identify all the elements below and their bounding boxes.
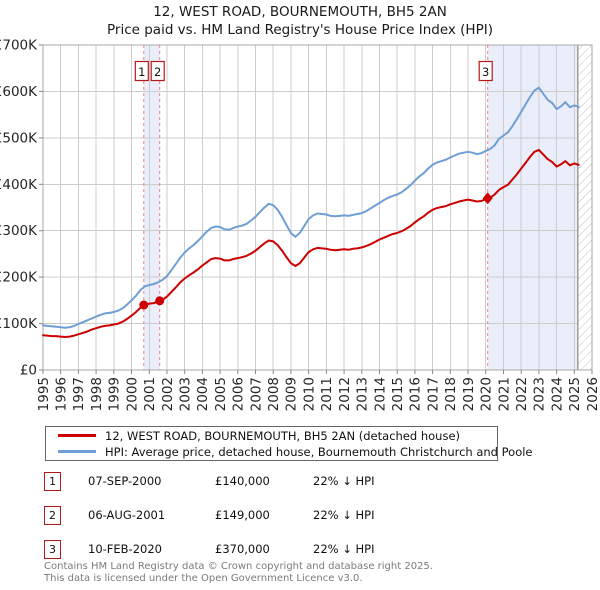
x-tick-label: 2023 (532, 377, 548, 411)
page-subtitle: Price paid vs. HM Land Registry's House … (107, 22, 493, 38)
x-tick-label: 2007 (248, 377, 264, 411)
x-tick-label: 2004 (195, 377, 211, 411)
x-tick-label: 2012 (337, 377, 353, 411)
sale-row: 2 06-AUG-2001 £149,000 22% ↓ HPI (0, 506, 600, 526)
x-tick-label: 2003 (178, 377, 194, 411)
sale-row: 3 10-FEB-2020 £370,000 22% ↓ HPI (0, 540, 600, 560)
sale-price: £149,000 (215, 508, 270, 522)
license-footer: Contains HM Land Registry data © Crown c… (44, 561, 433, 584)
hpi-swatch (58, 450, 96, 453)
x-tick-label: 2011 (319, 377, 335, 411)
page-title: 12, WEST ROAD, BOURNEMOUTH, BH5 2AN (153, 4, 447, 20)
sale-price: £140,000 (215, 474, 270, 488)
x-tick-label: 2014 (372, 377, 388, 411)
x-tick-label: 1999 (107, 377, 123, 411)
svg-text:3: 3 (482, 65, 489, 79)
x-tick-label: 1998 (89, 377, 105, 411)
x-tick-label: 2018 (443, 377, 459, 411)
sale-date: 10-FEB-2020 (88, 542, 162, 556)
sale-number-badge: 2 (44, 506, 61, 525)
sale-row: 1 07-SEP-2000 £140,000 22% ↓ HPI (0, 472, 600, 492)
x-tick-label: 2005 (213, 377, 229, 411)
y-tick-label: £600K (0, 84, 38, 100)
x-tick-label: 2020 (479, 377, 495, 411)
y-tick-label: £0 (20, 363, 37, 379)
x-tick-label: 2015 (390, 377, 406, 411)
x-tick-label: 2008 (266, 377, 282, 411)
x-tick-label: 2010 (301, 377, 317, 411)
x-tick-label: 2002 (160, 377, 176, 411)
y-tick-label: £300K (0, 223, 38, 239)
x-tick-label: 2025 (567, 377, 583, 411)
sale-date: 06-AUG-2001 (88, 508, 166, 522)
sale-number-badge: 1 (44, 472, 61, 491)
x-tick-label: 2022 (514, 377, 530, 411)
sale-vs-hpi: 22% ↓ HPI (313, 474, 375, 488)
y-tick-label: £700K (0, 38, 38, 54)
sale-number-badge: 3 (44, 540, 61, 559)
svg-text:1: 1 (138, 65, 145, 79)
ownership-period-band (143, 45, 160, 370)
x-tick-label: 2016 (408, 377, 424, 411)
x-tick-label: 2019 (461, 377, 477, 411)
sale-number-box: 2 (150, 60, 165, 82)
legend-item-price-paid: 12, WEST ROAD, BOURNEMOUTH, BH5 2AN (det… (46, 429, 497, 443)
sale-price: £370,000 (215, 542, 270, 556)
x-tick-label: 1996 (54, 377, 70, 411)
sale-number-box: 1 (134, 60, 149, 82)
sale-vs-hpi: 22% ↓ HPI (313, 508, 375, 522)
hpi-line (42, 86, 580, 329)
legend-item-hpi: HPI: Average price, detached house, Bour… (46, 445, 533, 459)
future-hatch (577, 45, 592, 370)
x-tick-label: 2006 (231, 377, 247, 411)
x-tick-label: 2000 (124, 377, 140, 411)
x-tick-label: 2024 (549, 377, 565, 411)
price-chart: 12 3 £0 £100K £200K £300K £400K £500K £600K £700K… (0, 38, 600, 412)
legend-label: 12, WEST ROAD, BOURNEMOUTH, BH5 2AN (det… (105, 428, 461, 443)
y-tick-label: £500K (0, 130, 38, 146)
x-tick-label: 2017 (425, 377, 441, 411)
y-tick-label: £400K (0, 177, 38, 193)
y-tick-label: £200K (0, 270, 38, 286)
footer-line: This data is licensed under the Open Gov… (44, 572, 363, 584)
sale-number-box: 3 (478, 60, 493, 82)
sale-vs-hpi: 22% ↓ HPI (313, 542, 375, 556)
y-tick-label: £100K (0, 316, 38, 332)
svg-text:2: 2 (154, 65, 161, 79)
x-tick-label: 2001 (142, 377, 158, 411)
footer-line: Contains HM Land Registry data © Crown c… (44, 561, 433, 572)
sale-date: 07-SEP-2000 (88, 474, 162, 488)
chart-legend: 12, WEST ROAD, BOURNEMOUTH, BH5 2AN (det… (45, 426, 533, 461)
legend-label: HPI: Average price, detached house, Bour… (105, 444, 533, 459)
x-tick-label: 1995 (36, 377, 52, 411)
x-tick-label: 2021 (496, 377, 512, 411)
sale-marker (155, 296, 165, 306)
price-paid-swatch (58, 434, 96, 437)
x-tick-label: 2013 (355, 377, 371, 411)
ownership-period-band (487, 45, 578, 370)
sale-marker (139, 300, 149, 310)
x-tick-label: 1997 (71, 377, 87, 411)
x-tick-label: 2026 (585, 377, 600, 411)
x-tick-label: 2009 (284, 377, 300, 411)
sale-marker (482, 192, 493, 205)
